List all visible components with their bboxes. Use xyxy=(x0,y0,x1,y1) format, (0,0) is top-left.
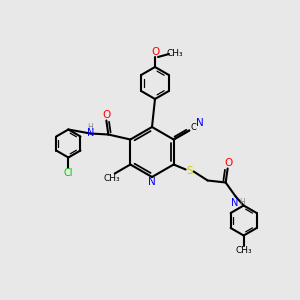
Text: S: S xyxy=(186,166,193,176)
Text: C: C xyxy=(190,123,196,132)
Text: CH₃: CH₃ xyxy=(167,50,183,58)
Text: O: O xyxy=(151,47,159,57)
Text: H: H xyxy=(239,198,244,207)
Text: N: N xyxy=(196,118,204,128)
Text: O: O xyxy=(102,110,110,119)
Text: H: H xyxy=(88,123,93,132)
Text: O: O xyxy=(224,158,233,167)
Text: N: N xyxy=(231,197,238,208)
Text: N: N xyxy=(148,177,156,187)
Text: CH₃: CH₃ xyxy=(235,246,252,255)
Text: Cl: Cl xyxy=(64,167,73,178)
Text: CH₃: CH₃ xyxy=(103,174,120,183)
Text: N: N xyxy=(87,128,94,139)
